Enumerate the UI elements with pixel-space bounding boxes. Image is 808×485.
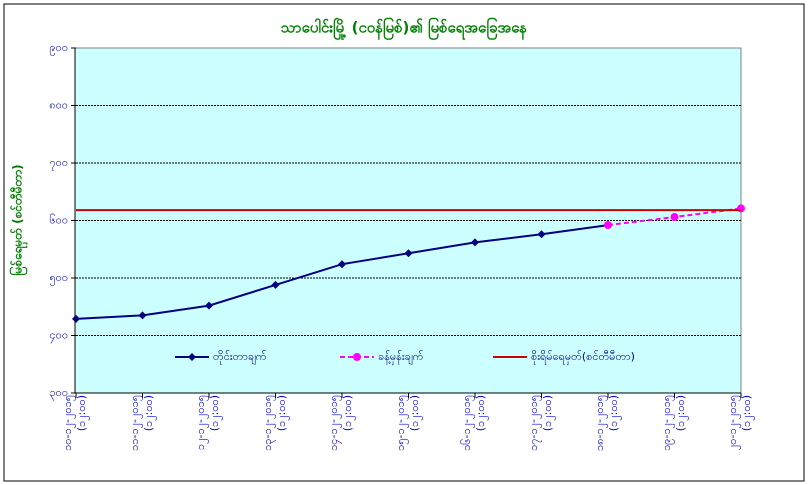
y-tick-label: ၇၀၀ [49, 156, 68, 171]
x-tick-label: ၁၁-၁၂-၂၀၁၅ (၁၂:၀၀) [127, 395, 155, 451]
y-tick-label: ၄၀၀ [49, 329, 68, 344]
legend-marker [353, 353, 361, 361]
y-tick-label: ၆၀၀ [49, 214, 68, 227]
x-tick-label: ၁၂-၁၂-၂၀၁၅ (၁၂:၀၀) [194, 395, 221, 451]
legend-label: စိုးရိမ်ရေမှတ်(စင်တီမီတာ) [531, 350, 635, 365]
x-tick-label: ၂၀-၁၂-၂၀၁၅ (၁၂:၀၀) [726, 395, 753, 451]
point [138, 311, 147, 320]
y-tick-label: ၉၀၀ [49, 41, 68, 56]
legend-marker [188, 353, 196, 361]
point [537, 230, 546, 239]
point [271, 280, 280, 289]
y-tick-label: ၅၀၀ [49, 271, 68, 286]
x-tick-label: ၁၀-၁၂-၂၀၁၅ (၁၂:၀၀) [61, 395, 88, 451]
point [471, 238, 479, 247]
y-axis-title: မြစ်ရေမှတ် (စင်တီမီတာ) [8, 164, 29, 275]
x-tick-label: ၁၈-၁၂-၂၀၁၅ (၁၂:၀၀) [593, 395, 620, 451]
point [670, 213, 679, 222]
y-tick-label: ၈၀၀ [49, 99, 68, 112]
x-tick-label: ၁၆-၁၂-၂၀၁၅ (၁၂:၀၀) [460, 395, 487, 451]
point [737, 204, 745, 213]
x-tick-label: ၁၃-၁၂-၂၀၁၅ (၁၂:၀၀) [260, 395, 288, 451]
x-tick-label: ၁၉-၁၂-၂၀၁၅ (၁၂:၀၀) [659, 395, 687, 451]
point [338, 260, 346, 269]
point [205, 301, 213, 310]
x-tick-label: ၁၅-၁၂-၂၀၁၅ (၁၂:၀၀) [393, 395, 421, 451]
point [604, 221, 612, 230]
x-tick-label: ၁၄-၁၂-၂၀၁၅ (၁၂:၀၀) [327, 395, 354, 451]
point [404, 249, 413, 258]
y-tick-label: ၃၀၀ [49, 386, 68, 401]
x-tick-label: ၁၇-၁၂-၂၀၁၅ (၁၂:၀၀) [526, 395, 554, 451]
legend-label: ခန့်မှန်းချက် [378, 350, 424, 365]
legend-label: တိုင်းတာချက် [213, 350, 267, 365]
point [72, 314, 80, 323]
